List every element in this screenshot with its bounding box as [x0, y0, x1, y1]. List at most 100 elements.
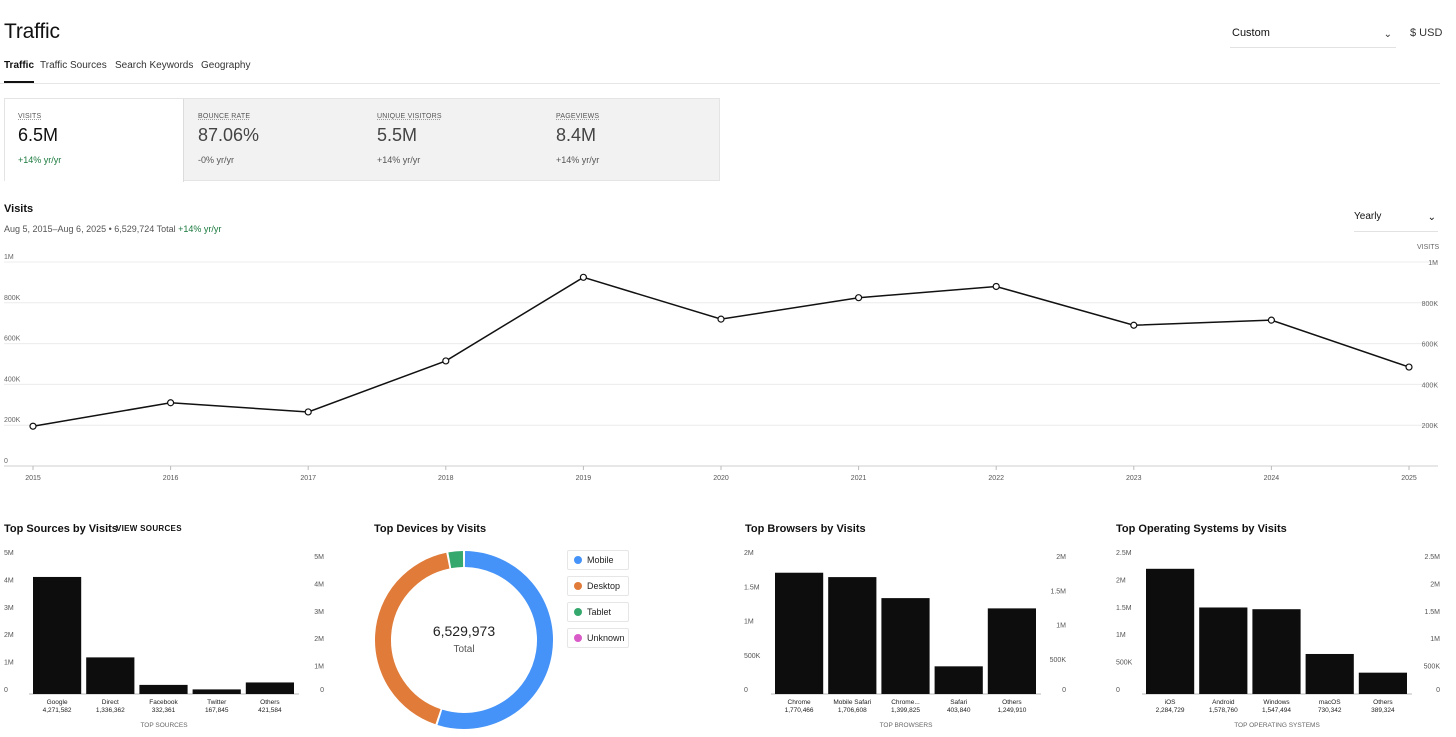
x-tick-label: 2020 [713, 475, 729, 482]
x-tick-label: 2015 [25, 475, 41, 482]
bar-value-label: 332,361 [152, 707, 176, 714]
y-tick-label-right: 0 [1062, 687, 1066, 694]
period-value: Yearly [1354, 211, 1382, 222]
legend-item-tablet[interactable]: Tablet [567, 602, 629, 622]
visits-data-point [1267, 316, 1276, 324]
kpi-label: UNIQUE VISITORS [377, 113, 442, 120]
legend-item-desktop[interactable]: Desktop [567, 576, 629, 596]
bar-category-label: Facebook [149, 699, 178, 706]
bar-category-label: Others [1373, 699, 1393, 706]
y-tick-label-left: 2M [1116, 577, 1126, 584]
visits-data-point [167, 399, 175, 407]
legend-dot-icon [574, 634, 582, 642]
bar-category-label: iOS [1165, 699, 1177, 706]
tab-traffic[interactable]: Traffic [4, 60, 35, 83]
legend-dot-icon [574, 608, 582, 616]
legend-item-unknown[interactable]: Unknown [567, 628, 629, 648]
visits-axis-label: VISITS [1417, 244, 1440, 251]
bar-category-label: Google [47, 699, 68, 706]
bar-value-label: 389,324 [1371, 707, 1395, 714]
visits-line-chart: 0 200K 200K 400K 400K 600K 600K 800K 800K 1M 1M 201… [4, 254, 1439, 482]
y-tick-label-left: 1.5M [1116, 605, 1132, 612]
y-tick-label-left: 3M [4, 605, 14, 612]
page-title: Traffic [4, 20, 60, 43]
bar-value-label: 1,249,910 [997, 707, 1026, 714]
bar-category-label: Windows [1263, 699, 1290, 706]
y-tick-label-right: 0 [1436, 687, 1440, 694]
bar-value-label: 2,284,729 [1156, 707, 1185, 714]
bar-value-label: 167,845 [205, 707, 229, 714]
bar [192, 689, 241, 694]
y-tick-label-left: 1.5M [744, 584, 760, 591]
bar-category-label: Others [1002, 699, 1022, 706]
y-tick-label-left: 800K [4, 295, 21, 302]
y-tick-label-right: 1M [1430, 636, 1440, 643]
y-tick-label-left: 1M [4, 660, 14, 667]
y-tick-label-left: 2M [744, 550, 754, 557]
donut-slice-desktop [375, 552, 450, 725]
x-tick-label: 2025 [1401, 475, 1417, 482]
kpi-label: VISITS [18, 113, 42, 120]
bar-value-label: 1,547,494 [1262, 707, 1291, 714]
period-select[interactable]: Yearly ⌄ [1354, 206, 1438, 232]
legend-dot-icon [574, 582, 582, 590]
y-tick-label-right: 0 [320, 687, 324, 694]
bar-value-label: 1,336,362 [96, 707, 125, 714]
y-tick-label-left: 1M [744, 619, 754, 626]
y-tick-label-right: 2M [1056, 554, 1066, 561]
visits-data-point [442, 357, 450, 365]
visits-title: Visits [4, 203, 34, 215]
y-tick-label-left: 500K [744, 653, 761, 660]
visits-data-point [579, 273, 588, 281]
y-tick-label-left: 200K [4, 417, 21, 424]
legend-label: Desktop [587, 581, 621, 591]
bar [1305, 653, 1354, 694]
visits-subline: Aug 5, 2015–Aug 6, 2025 • 6,529,724 Tota… [4, 224, 221, 234]
y-tick-label-left: 2M [4, 632, 14, 639]
bar-value-label: 1,706,608 [838, 707, 867, 714]
view-sources-link[interactable]: VIEW SOURCES [116, 524, 182, 533]
kpi-visits[interactable]: VISITS 6.5M +14% yr/yr [5, 99, 184, 182]
x-tick-label: 2016 [163, 475, 179, 482]
donut-center-value: 6,529,973 [433, 623, 495, 639]
bar [33, 576, 82, 694]
donut-slice-mobile [437, 551, 553, 729]
y-tick-label-right: 600K [1422, 342, 1439, 349]
x-axis-title: TOP SOURCES [140, 722, 188, 729]
y-tick-label-left: 400K [4, 376, 21, 383]
date-range-select[interactable]: Custom ⌄ [1230, 22, 1396, 48]
bar-category-label: macOS [1319, 699, 1341, 706]
visits-data-point [304, 408, 312, 416]
y-tick-label-right: 500K [1050, 657, 1067, 664]
x-tick-label: 2023 [1126, 475, 1142, 482]
visits-data-point [29, 422, 37, 430]
bar-value-label: 403,840 [947, 707, 971, 714]
bar-value-label: 4,271,582 [43, 707, 72, 714]
sources-title: Top Sources by Visits [4, 523, 118, 535]
legend-item-mobile[interactable]: Mobile [567, 550, 629, 570]
bar-value-label: 730,342 [1318, 707, 1342, 714]
y-tick-label-right: 5M [314, 554, 324, 561]
bar-value-label: 421,584 [258, 707, 282, 714]
donut-slice-tablet [448, 551, 464, 569]
chevron-down-icon: ⌄ [1383, 29, 1392, 40]
bar-category-label: Others [260, 699, 280, 706]
kpi-change: +14% yr/yr [18, 155, 62, 165]
bar-category-label: Direct [102, 699, 119, 706]
kpi-label: BOUNCE RATE [198, 113, 251, 120]
tab-search-keywords[interactable]: Search Keywords [115, 60, 194, 71]
bar [828, 577, 877, 694]
visits-data-point [854, 294, 863, 302]
kpi-value: 87.06% [198, 125, 260, 145]
kpi-unique-visitors[interactable]: UNIQUE VISITORS 5.5M +14% yr/yr [364, 99, 542, 182]
kpi-pageviews[interactable]: PAGEVIEWS 8.4M +14% yr/yr [543, 99, 721, 182]
legend-label: Unknown [587, 633, 625, 643]
tab-traffic-sources[interactable]: Traffic Sources [40, 60, 107, 71]
bar-category-label: Twitter [207, 699, 227, 706]
donut-center-label: Total [453, 644, 474, 655]
tab-geography[interactable]: Geography [201, 60, 251, 71]
bar [1199, 607, 1248, 694]
kpi-bounce-rate[interactable]: BOUNCE RATE 87.06% -0% yr/yr [185, 99, 363, 182]
y-tick-label-right: 2M [314, 636, 324, 643]
visits-change: +14% yr/yr [178, 224, 222, 234]
